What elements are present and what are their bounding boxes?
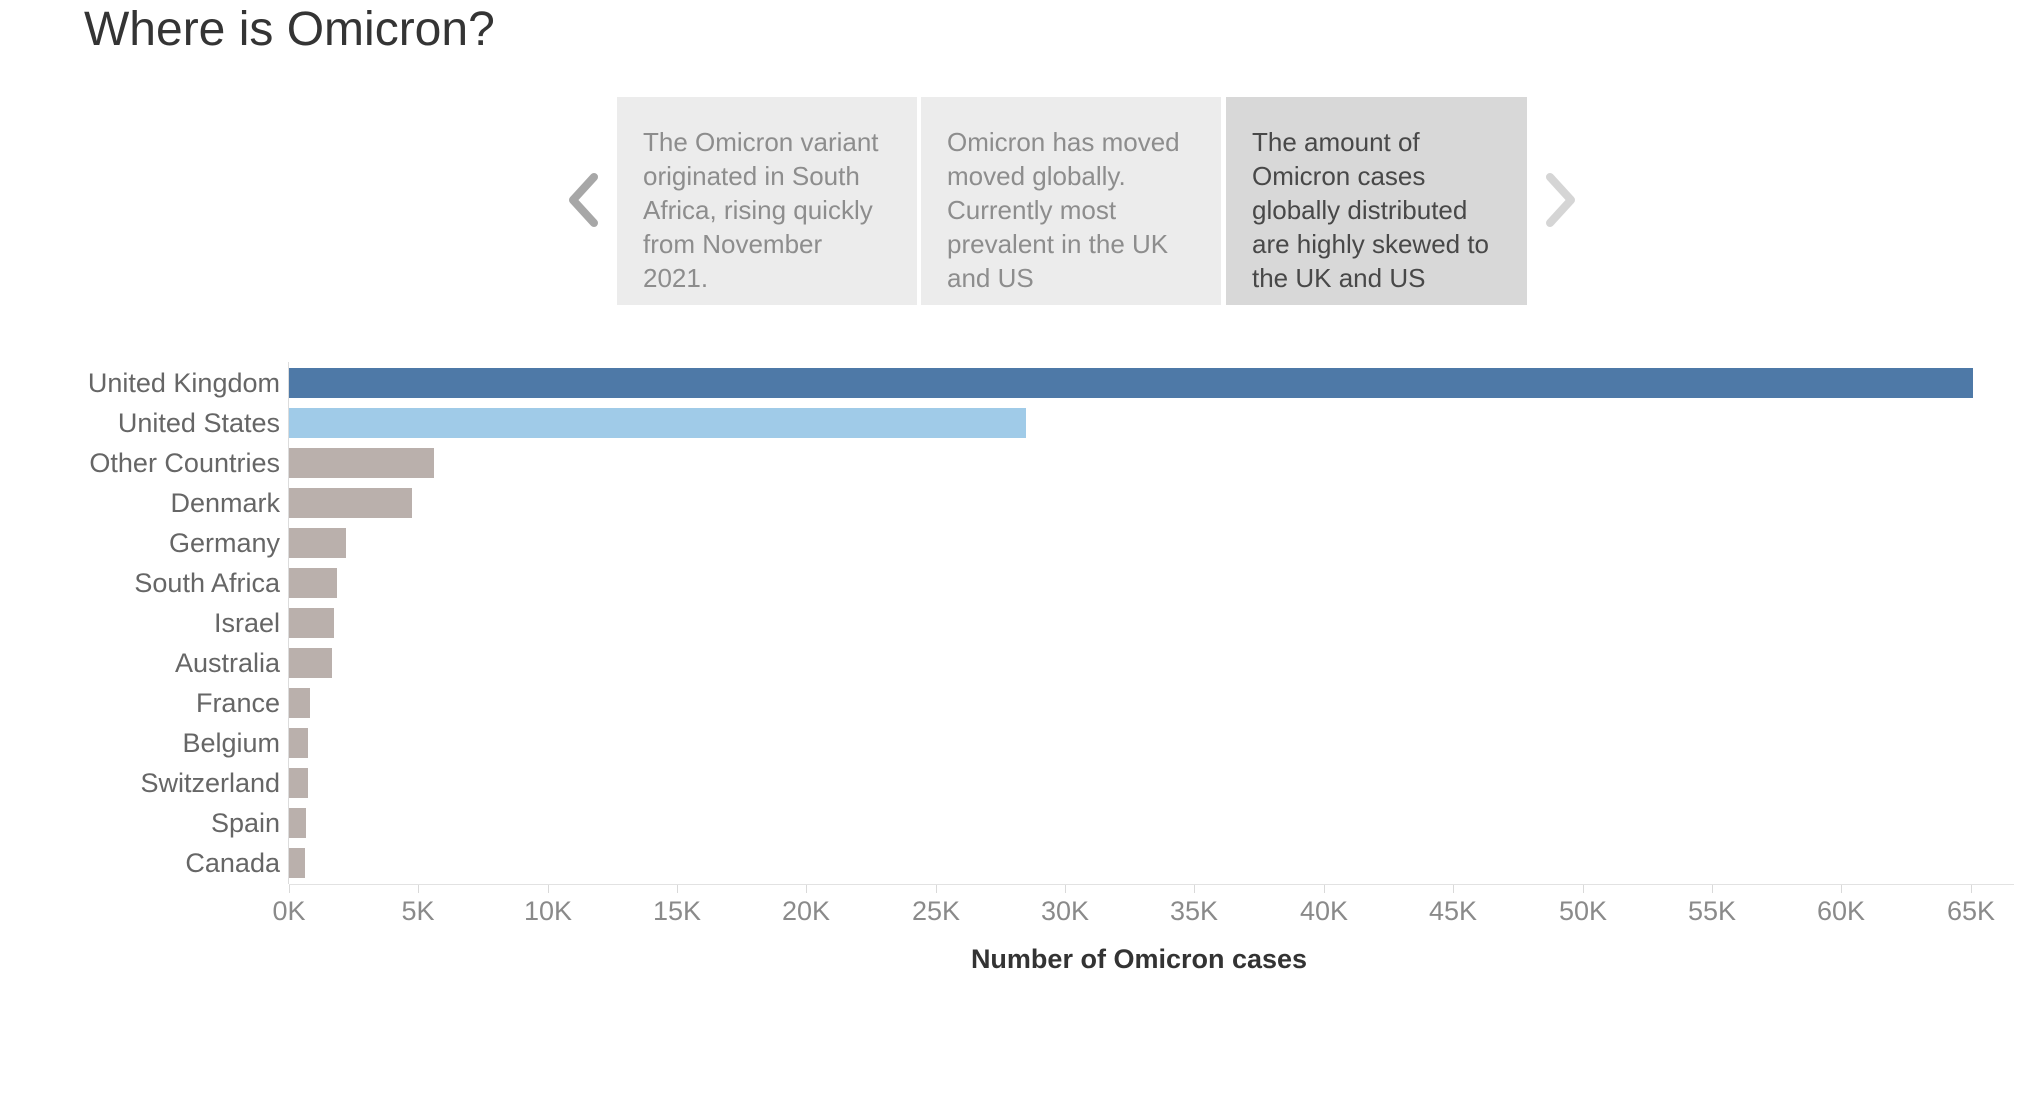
category-label: Spain bbox=[210, 808, 280, 838]
x-axis-tick bbox=[677, 885, 678, 893]
x-axis-tick bbox=[1971, 885, 1972, 893]
x-axis-title: Number of Omicron cases bbox=[970, 944, 1308, 974]
category-label: Germany bbox=[168, 528, 280, 558]
x-axis-tick-label: 40K bbox=[1299, 896, 1349, 926]
x-axis-tick-label: 50K bbox=[1558, 896, 1608, 926]
story-point-text: Omicron has moved moved globally. Curren… bbox=[947, 127, 1180, 293]
x-axis-tick-label: 25K bbox=[911, 896, 961, 926]
bar-australia[interactable] bbox=[289, 648, 332, 678]
bar-other-countries[interactable] bbox=[289, 448, 434, 478]
bar-france[interactable] bbox=[289, 688, 310, 718]
story-point-card-2[interactable]: Omicron has moved moved globally. Curren… bbox=[921, 97, 1221, 305]
page-title: Where is Omicron? bbox=[84, 3, 495, 56]
x-axis-tick bbox=[1194, 885, 1195, 893]
bar-israel[interactable] bbox=[289, 608, 334, 638]
x-axis-tick bbox=[548, 885, 549, 893]
x-axis-tick-label: 55K bbox=[1687, 896, 1737, 926]
category-label: Canada bbox=[185, 848, 280, 878]
x-axis-tick-label: 35K bbox=[1169, 896, 1219, 926]
bar-denmark[interactable] bbox=[289, 488, 412, 518]
x-axis-tick-label: 60K bbox=[1816, 896, 1866, 926]
bar-united-states[interactable] bbox=[289, 408, 1026, 438]
category-label: Denmark bbox=[170, 488, 280, 518]
x-axis-tick bbox=[1324, 885, 1325, 893]
category-label: France bbox=[195, 688, 280, 718]
chevron-right-icon bbox=[1544, 172, 1578, 231]
bar-belgium[interactable] bbox=[289, 728, 308, 758]
bar-united-kingdom[interactable] bbox=[289, 368, 1973, 398]
x-axis-tick-label: 15K bbox=[652, 896, 702, 926]
category-label: United Kingdom bbox=[87, 368, 280, 398]
bar-south-africa[interactable] bbox=[289, 568, 337, 598]
x-axis-tick-label: 30K bbox=[1040, 896, 1090, 926]
carousel-next-button[interactable] bbox=[1529, 97, 1593, 305]
x-axis-tick-label: 0K bbox=[272, 896, 306, 926]
x-axis-tick bbox=[1712, 885, 1713, 893]
x-axis-tick bbox=[289, 885, 290, 893]
story-point-card-3[interactable]: The amount of Omicron cases globally dis… bbox=[1226, 97, 1527, 305]
carousel-prev-button[interactable] bbox=[551, 97, 615, 305]
x-axis-tick bbox=[1583, 885, 1584, 893]
bar-canada[interactable] bbox=[289, 848, 305, 878]
category-label: Belgium bbox=[182, 728, 280, 758]
story-point-card-1[interactable]: The Omicron variant originated in South … bbox=[617, 97, 917, 305]
category-label: Other Countries bbox=[89, 448, 280, 478]
category-label: Switzerland bbox=[140, 768, 280, 798]
bar-switzerland[interactable] bbox=[289, 768, 308, 798]
x-axis-tick bbox=[936, 885, 937, 893]
x-axis-tick bbox=[418, 885, 419, 893]
story-point-text: The amount of Omicron cases globally dis… bbox=[1252, 127, 1490, 293]
bar-germany[interactable] bbox=[289, 528, 346, 558]
chevron-left-icon bbox=[566, 172, 600, 231]
x-axis-tick-label: 65K bbox=[1946, 896, 1996, 926]
x-axis-tick-label: 45K bbox=[1428, 896, 1478, 926]
category-label: Israel bbox=[213, 608, 280, 638]
x-axis-tick-label: 5K bbox=[401, 896, 435, 926]
x-axis-tick-label: 10K bbox=[523, 896, 573, 926]
x-axis-tick bbox=[806, 885, 807, 893]
x-axis-tick bbox=[1841, 885, 1842, 893]
category-label: South Africa bbox=[134, 568, 280, 598]
x-axis-tick bbox=[1453, 885, 1454, 893]
x-axis-line bbox=[289, 884, 2014, 885]
story-point-text: The Omicron variant originated in South … bbox=[643, 127, 879, 293]
x-axis-tick-label: 20K bbox=[781, 896, 831, 926]
x-axis-tick bbox=[1065, 885, 1066, 893]
category-label: United States bbox=[117, 408, 280, 438]
bar-spain[interactable] bbox=[289, 808, 306, 838]
story-point-carousel: The Omicron variant originated in South … bbox=[0, 97, 2034, 305]
category-label: Australia bbox=[174, 648, 280, 678]
